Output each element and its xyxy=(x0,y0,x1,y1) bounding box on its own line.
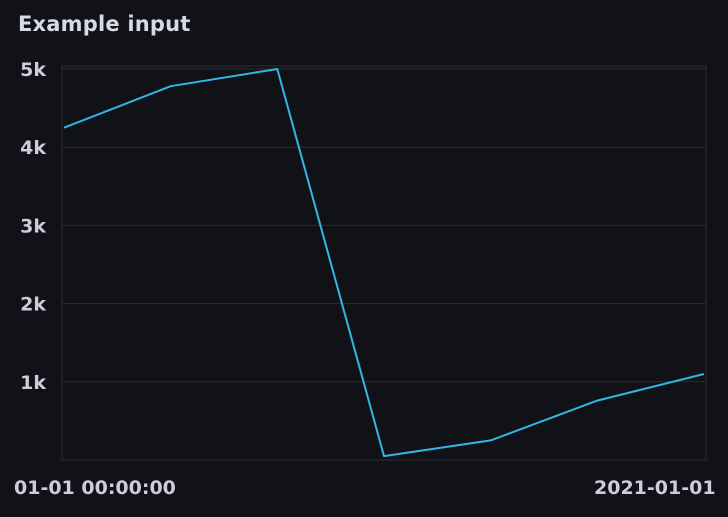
y-tick-label-5k: 5k xyxy=(20,59,46,81)
x-tick-label-end: 2021-01-01 xyxy=(594,477,716,499)
plot-area-border xyxy=(62,66,706,460)
series-layer xyxy=(64,69,704,456)
y-tick-label-1k: 1k xyxy=(20,372,46,394)
series-line-0 xyxy=(64,69,704,456)
grid-layer xyxy=(62,66,706,460)
y-tick-label-4k: 4k xyxy=(20,137,46,159)
y-tick-label-2k: 2k xyxy=(20,294,46,316)
y-tick-label-3k: 3k xyxy=(20,215,46,237)
x-tick-label-start: 01-01 00:00:00 xyxy=(14,477,176,499)
label-layer: 1k 2k 3k 4k 5k 01-01 00:00:00 2021-01-01 xyxy=(14,59,716,499)
